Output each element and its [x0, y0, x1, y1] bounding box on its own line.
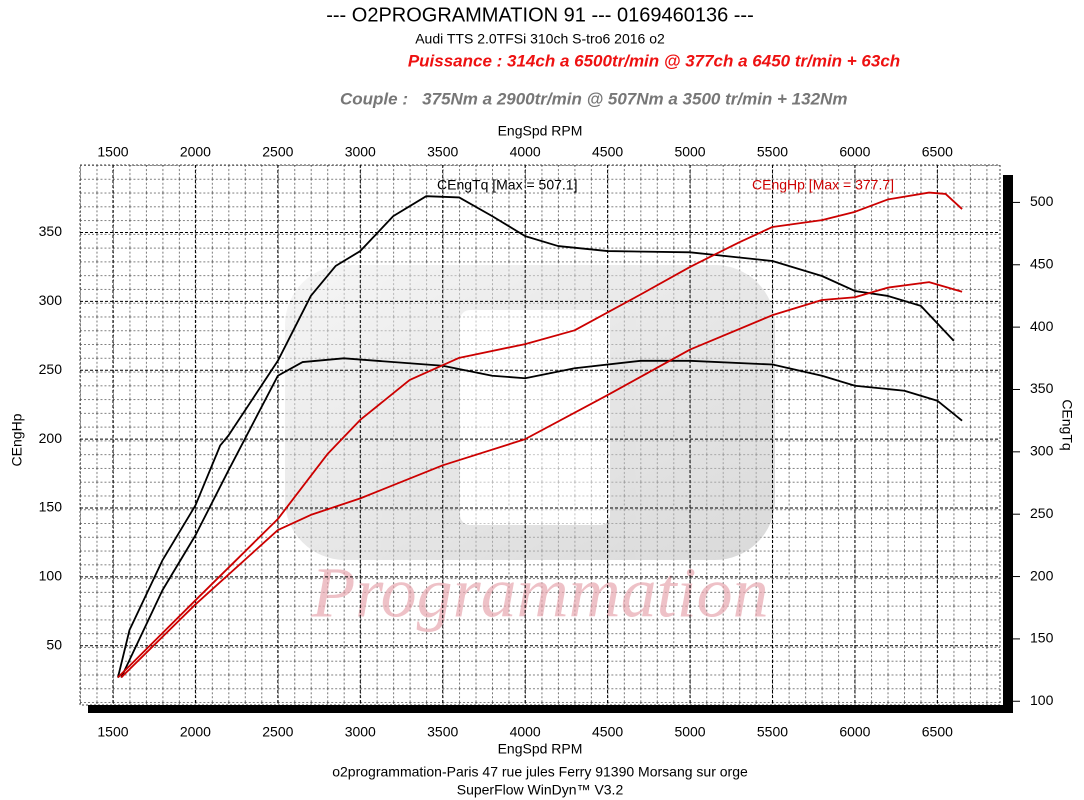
x-tick-label: 5500 [757, 724, 788, 740]
y2-tick-label: 250 [1030, 505, 1054, 521]
y-tick-label: 350 [39, 223, 63, 239]
x-tick-label: 4000 [510, 724, 541, 740]
chart-title: --- O2PROGRAMMATION 91 --- 0169460136 --… [326, 4, 754, 26]
frame-shadow [88, 705, 1013, 713]
y-tick-label: 200 [39, 430, 63, 446]
x-tick-label: 2000 [180, 724, 211, 740]
subtitle: Audi TTS 2.0TFSi 310ch S-tro6 2016 o2 [415, 31, 665, 47]
x-tick-label: 2500 [262, 144, 293, 160]
y-tick-label: 150 [39, 499, 63, 515]
x-tick-label: 6000 [839, 144, 870, 160]
y2-axis-label: CEngTq [1059, 399, 1075, 450]
x-tick-label: 1500 [97, 724, 128, 740]
y2-tick-label: 350 [1030, 380, 1054, 396]
x-tick-label: 5500 [757, 144, 788, 160]
footer: SuperFlow WinDyn™ V3.2 [457, 782, 624, 798]
frame-shadow [1003, 175, 1013, 713]
annotation: Puissance : 314ch a 6500tr/min @ 377ch a… [408, 51, 900, 70]
y-tick-label: 100 [39, 568, 63, 584]
x-tick-label: 3000 [345, 724, 376, 740]
watermark-logo [285, 265, 775, 560]
y-axis-label: CEngHp [9, 413, 25, 466]
x-tick-label: 3500 [427, 724, 458, 740]
x-tick-label: 5000 [674, 724, 705, 740]
legend-entry: CEngHp [Max = 377.7] [752, 177, 894, 193]
x-tick-label: 6000 [839, 724, 870, 740]
y-tick-label: 50 [46, 636, 62, 652]
x-tick-label: 3000 [345, 144, 376, 160]
annotation: Couple : 375Nm a 2900tr/min @ 507Nm a 35… [340, 89, 847, 108]
x-tick-label: 5000 [674, 144, 705, 160]
x-axis-label: EngSpd RPM [498, 741, 583, 757]
x-tick-label: 3500 [427, 144, 458, 160]
y2-tick-label: 500 [1030, 193, 1054, 209]
legend-entry: CEngTq [Max = 507.1] [437, 177, 577, 193]
y2-tick-label: 300 [1030, 443, 1054, 459]
y2-tick-label: 150 [1030, 630, 1054, 646]
y2-tick-label: 100 [1030, 692, 1054, 708]
y2-tick-label: 400 [1030, 318, 1054, 334]
x-tick-label: 4500 [592, 144, 623, 160]
x-tick-label: 1500 [97, 144, 128, 160]
x-tick-label: 6500 [922, 144, 953, 160]
line [120, 281, 963, 679]
x-tick-label: 2500 [262, 724, 293, 740]
x-tick-label: 4000 [510, 144, 541, 160]
line [117, 195, 955, 678]
x-tick-label: 2000 [180, 144, 211, 160]
y2-tick-label: 450 [1030, 255, 1054, 271]
line [120, 357, 963, 678]
x-axis-label: EngSpd RPM [498, 123, 583, 139]
line [117, 191, 963, 679]
y-tick-label: 250 [39, 361, 63, 377]
y-tick-label: 300 [39, 292, 63, 308]
watermark: Programmation [310, 553, 768, 633]
x-tick-label: 4500 [592, 724, 623, 740]
x-tick-label: 6500 [922, 724, 953, 740]
y2-tick-label: 200 [1030, 567, 1054, 583]
footer: o2programmation-Paris 47 rue jules Ferry… [332, 764, 748, 780]
